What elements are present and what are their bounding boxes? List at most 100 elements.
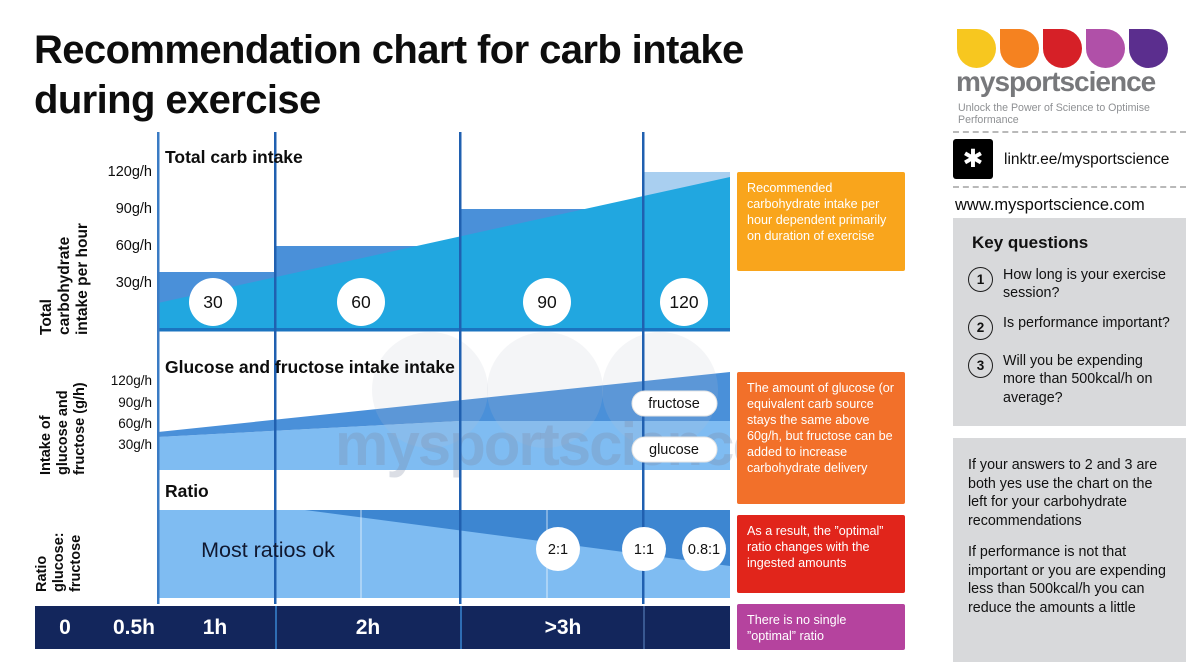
segment-line-2h xyxy=(459,132,462,604)
carb-value-60: 60 xyxy=(351,292,371,312)
question-number-badge: 1 xyxy=(968,267,993,292)
logo-drop-red xyxy=(1043,29,1082,68)
key-questions-heading: Key questions xyxy=(972,233,1089,252)
ratio-markers: Most ratios ok 2:1 1:1 0.8:1 xyxy=(201,527,726,571)
c2-ytick-30: 30g/h xyxy=(118,437,152,452)
chart3-ylabel: Ratio glucose: fructose xyxy=(34,508,86,592)
value-circle xyxy=(660,278,708,326)
timeline-divider xyxy=(275,606,277,649)
ylabel-line: Intake of xyxy=(38,415,54,475)
logo-drop-purple xyxy=(1129,29,1168,68)
key-questions-box: Key questions 1 How long is your exercis… xyxy=(953,218,1186,426)
c2-ytick-60: 60g/h xyxy=(118,416,152,431)
carb-value-90: 90 xyxy=(537,292,557,312)
linktree-link[interactable]: linktr.ee/mysportscience xyxy=(1004,151,1170,168)
ratio-gridline xyxy=(360,510,362,598)
value-circle xyxy=(523,278,571,326)
key-question-3: 3 Will you be expending more than 500kca… xyxy=(968,352,1171,406)
carb-value-120: 120 xyxy=(669,292,698,312)
callout-no-single-ratio: There is no single ”optimal” ratio xyxy=(737,604,905,650)
logo-drop-yellow xyxy=(957,29,996,68)
advice-box: If your answers to 2 and 3 are both yes … xyxy=(953,438,1186,662)
brand-tagline: Unlock the Power of Science to Optimise … xyxy=(958,102,1150,126)
segment-line-1h xyxy=(274,132,277,604)
question-text: How long is your exercise session? xyxy=(1003,267,1166,302)
page-title-line1: Recommendation chart for carb intake xyxy=(34,28,744,72)
ratio-circle xyxy=(682,527,726,571)
callout-optimal-ratio: As a result, the ”optimal” ratio changes… xyxy=(737,515,905,593)
ylabel-line: fructose (g/h) xyxy=(71,382,88,475)
chart2-ylabel: Intake of glucose and fructose (g/h) xyxy=(38,355,90,475)
chart-baseline xyxy=(158,328,730,332)
ratio-0-8-1: 0.8:1 xyxy=(688,542,720,558)
series-pills: fructose glucose xyxy=(631,390,718,463)
logo-drop-magenta xyxy=(1086,29,1125,68)
ylabel-line: fructose xyxy=(67,534,84,592)
question-number-badge: 3 xyxy=(968,353,993,379)
axis-line xyxy=(157,132,160,604)
time-label-0: 0 xyxy=(59,615,71,639)
chart-total-carb-area xyxy=(158,172,730,332)
ratio-circle xyxy=(622,527,666,571)
watermark-drop xyxy=(602,332,718,448)
ylabel-line: Ratio xyxy=(34,555,50,592)
timeline-divider xyxy=(643,606,645,649)
question-text: Is performance important? xyxy=(1003,315,1170,332)
ylabel-line: Total xyxy=(38,299,55,335)
advice-paragraph-1: If your answers to 2 and 3 are both yes … xyxy=(968,457,1158,529)
chart1-ylabel: Total carbohydrate intake per hour xyxy=(38,165,94,335)
c1-ytick-90: 90g/h xyxy=(115,201,152,217)
key-question-1: 1 How long is your exercise session? xyxy=(968,266,1171,302)
key-question-2: 2 Is performance important? xyxy=(968,314,1171,341)
ratio-circle xyxy=(536,527,580,571)
callout-carb-intake: Recommended carbohydrate intake per hour… xyxy=(737,172,905,271)
chart1-title: Total carb intake xyxy=(165,147,303,167)
fructose-area xyxy=(158,372,730,437)
timeline-bar: 0 0.5h 1h 2h >3h xyxy=(35,606,730,649)
dashed-divider xyxy=(953,186,1186,188)
question-number-badge: 2 xyxy=(968,315,993,341)
c1-ytick-30: 30g/h xyxy=(115,275,152,291)
c1-ytick-120: 120g/h xyxy=(107,164,152,180)
chart2-title: Glucose and fructose intake intake xyxy=(165,357,455,377)
time-label-05h: 0.5h xyxy=(112,615,156,639)
linktree-icon[interactable]: ✱ xyxy=(953,139,993,179)
time-label-1h: 1h xyxy=(202,615,228,639)
fructose-label: fructose xyxy=(648,396,700,412)
website-link[interactable]: www.mysportscience.com xyxy=(955,196,1145,214)
glucose-pill xyxy=(631,436,718,463)
chart-glucose-fructose-area xyxy=(158,372,730,470)
carb-value-markers: 30 60 90 120 xyxy=(189,278,708,326)
most-ratios-ok-label: Most ratios ok xyxy=(201,538,335,562)
ratio-2-1: 2:1 xyxy=(548,542,568,558)
advice-paragraph-2: If performance is not that important or … xyxy=(968,544,1166,617)
timeline-divider xyxy=(460,606,462,649)
c1-ytick-60: 60g/h xyxy=(115,238,152,254)
glucose-area xyxy=(158,421,730,470)
segment-lines xyxy=(157,132,645,604)
value-circle xyxy=(189,278,237,326)
value-circle xyxy=(337,278,385,326)
dashed-divider xyxy=(953,131,1186,133)
time-label-3h: >3h xyxy=(544,615,582,639)
page-title-line2: during exercise xyxy=(34,77,321,122)
segment-line-3h xyxy=(642,132,645,604)
page-title: Recommendation chart for carb intake dur… xyxy=(34,26,744,125)
c2-ytick-120: 120g/h xyxy=(110,373,152,388)
brand-name: mysportscience xyxy=(956,66,1156,97)
ylabel-line: intake per hour xyxy=(73,223,91,335)
fructose-pill xyxy=(631,390,718,417)
ylabel-line: glucose: xyxy=(50,532,67,592)
time-label-2h: 2h xyxy=(355,615,381,639)
carb-wedge xyxy=(158,177,730,328)
carb-value-30: 30 xyxy=(203,292,223,312)
ylabel-line: carbohydrate xyxy=(55,236,73,335)
ylabel-line: glucose and xyxy=(54,390,71,475)
glucose-label: glucose xyxy=(649,442,699,458)
chart3-title: Ratio xyxy=(165,481,209,501)
c2-ytick-90: 90g/h xyxy=(118,395,152,410)
callout-glucose-limit: The amount of glucose (or equivalent car… xyxy=(737,372,905,504)
ratio-1-1: 1:1 xyxy=(634,542,654,558)
